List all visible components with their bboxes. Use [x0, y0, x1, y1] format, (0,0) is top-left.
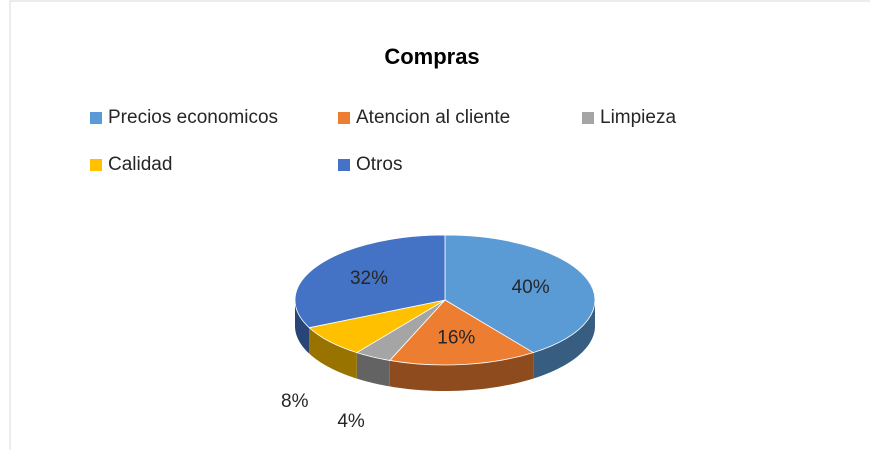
data-label: 32% [350, 268, 388, 289]
legend-swatch [582, 112, 594, 124]
slice [294, 234, 446, 329]
slice-side [309, 327, 357, 379]
data-label: 4% [337, 411, 365, 432]
slice-side [295, 300, 310, 354]
data-label: 40% [512, 277, 550, 298]
slice-side [356, 352, 390, 387]
legend-swatch [90, 159, 102, 171]
slice [444, 234, 596, 354]
legend-swatch [338, 159, 350, 171]
legend-label: Calidad [108, 154, 172, 175]
data-label: 16% [437, 328, 475, 349]
legend-label: Limpieza [600, 107, 676, 128]
chart-title: Compras [384, 44, 479, 69]
legend-swatch [90, 112, 102, 124]
slice [388, 299, 535, 366]
data-label: 8% [281, 391, 309, 412]
legend-label: Atencion al cliente [356, 107, 510, 128]
legend-label: Precios economicos [108, 107, 278, 128]
legend-label: Otros [356, 154, 402, 175]
slice-side [533, 300, 595, 379]
slice-side [389, 352, 534, 391]
chart-frame [9, 0, 870, 450]
legend-swatch [338, 112, 350, 124]
